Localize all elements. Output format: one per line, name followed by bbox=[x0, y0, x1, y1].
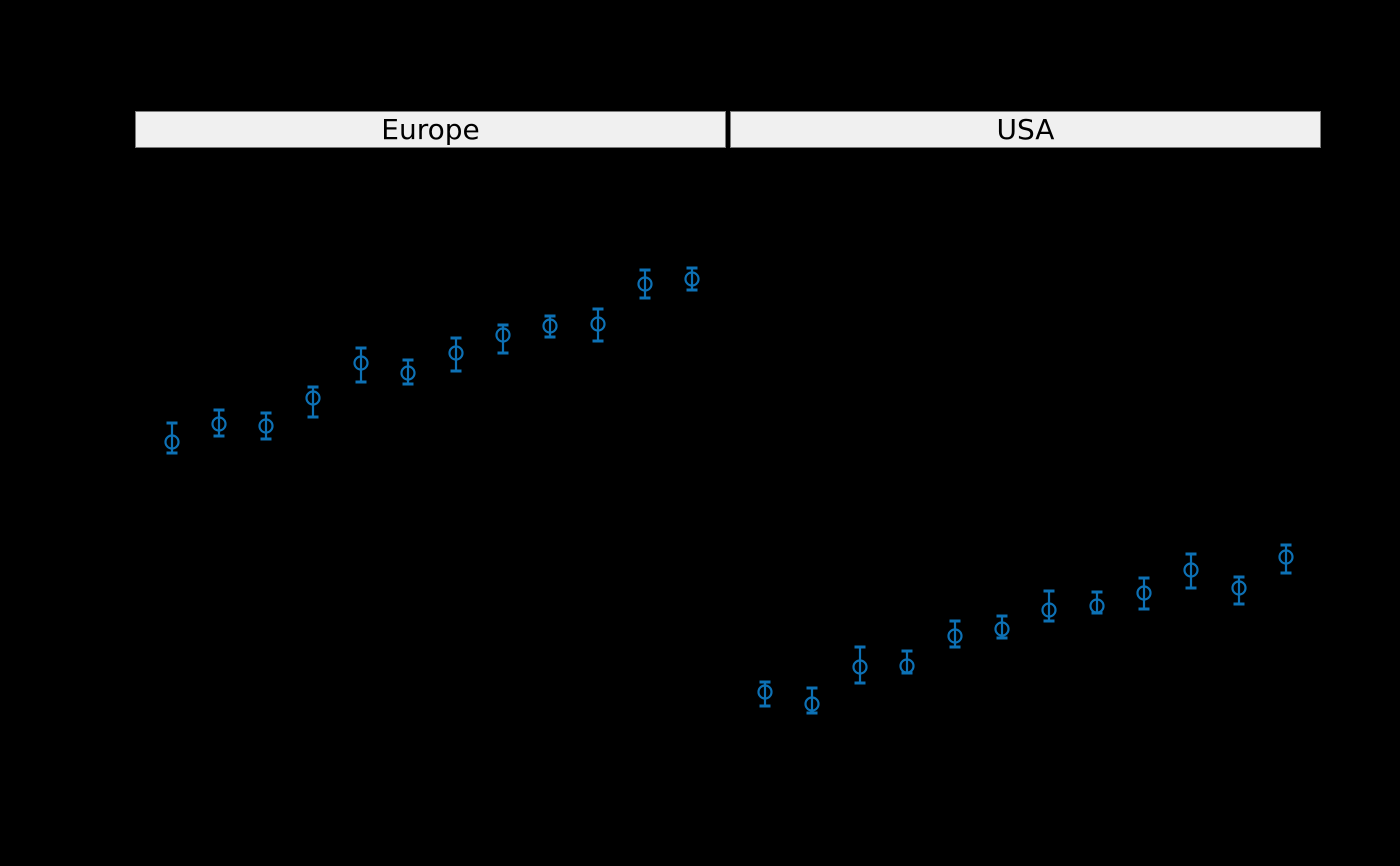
errorbar-point-europe bbox=[400, 358, 416, 386]
point-marker-circle bbox=[1183, 562, 1199, 578]
errorbar-point-usa bbox=[804, 686, 820, 715]
errorbar-point-usa bbox=[757, 680, 773, 708]
errorbar-point-usa bbox=[1089, 590, 1105, 615]
errorbar-point-europe bbox=[258, 411, 274, 441]
point-marker-circle bbox=[400, 365, 416, 381]
errorbar-point-usa bbox=[1278, 543, 1294, 575]
point-marker-circle bbox=[448, 345, 464, 361]
errorbar-point-usa bbox=[1183, 552, 1199, 590]
errorbar-point-europe bbox=[495, 323, 511, 355]
errorbar-point-usa bbox=[947, 619, 963, 649]
errorbar-point-europe bbox=[542, 314, 558, 339]
errorbar-point-europe bbox=[305, 385, 321, 419]
point-marker-circle bbox=[542, 318, 558, 334]
facet-strip-europe: Europe bbox=[135, 111, 726, 148]
point-marker-circle bbox=[1231, 580, 1247, 596]
point-marker-circle bbox=[353, 355, 369, 371]
point-marker-circle bbox=[305, 390, 321, 406]
point-marker-circle bbox=[211, 416, 227, 432]
facet-strip-usa: USA bbox=[730, 111, 1321, 148]
errorbar-point-usa bbox=[1231, 575, 1247, 606]
point-marker-circle bbox=[947, 628, 963, 644]
errorbar-point-europe bbox=[353, 346, 369, 384]
errorbar-point-europe bbox=[164, 421, 180, 455]
errorbar-point-europe bbox=[684, 266, 700, 292]
point-marker-circle bbox=[899, 658, 915, 674]
errorbar-point-usa bbox=[994, 614, 1010, 640]
errorbar-point-europe bbox=[448, 336, 464, 373]
facet-strip-label-usa: USA bbox=[996, 112, 1055, 146]
point-marker-circle bbox=[1089, 598, 1105, 614]
facet-strip-label-europe: Europe bbox=[381, 112, 480, 146]
point-marker-circle bbox=[258, 418, 274, 434]
point-marker-circle bbox=[804, 696, 820, 712]
point-marker-circle bbox=[852, 659, 868, 675]
errorbar-point-usa bbox=[1041, 589, 1057, 623]
errorbar-point-usa bbox=[852, 645, 868, 685]
point-marker-circle bbox=[1278, 549, 1294, 565]
point-marker-circle bbox=[1136, 585, 1152, 601]
point-marker-circle bbox=[1041, 602, 1057, 618]
errorbar-point-europe bbox=[211, 408, 227, 438]
errorbar-point-europe bbox=[637, 268, 653, 300]
errorbar-point-usa bbox=[1136, 576, 1152, 611]
point-marker-circle bbox=[590, 316, 606, 332]
point-marker-circle bbox=[637, 276, 653, 292]
errorbar-point-europe bbox=[590, 307, 606, 343]
point-marker-circle bbox=[164, 434, 180, 450]
errorbar-point-usa bbox=[899, 649, 915, 675]
point-marker-circle bbox=[495, 327, 511, 343]
point-marker-circle bbox=[994, 621, 1010, 637]
point-marker-circle bbox=[757, 684, 773, 700]
point-marker-circle bbox=[684, 271, 700, 287]
